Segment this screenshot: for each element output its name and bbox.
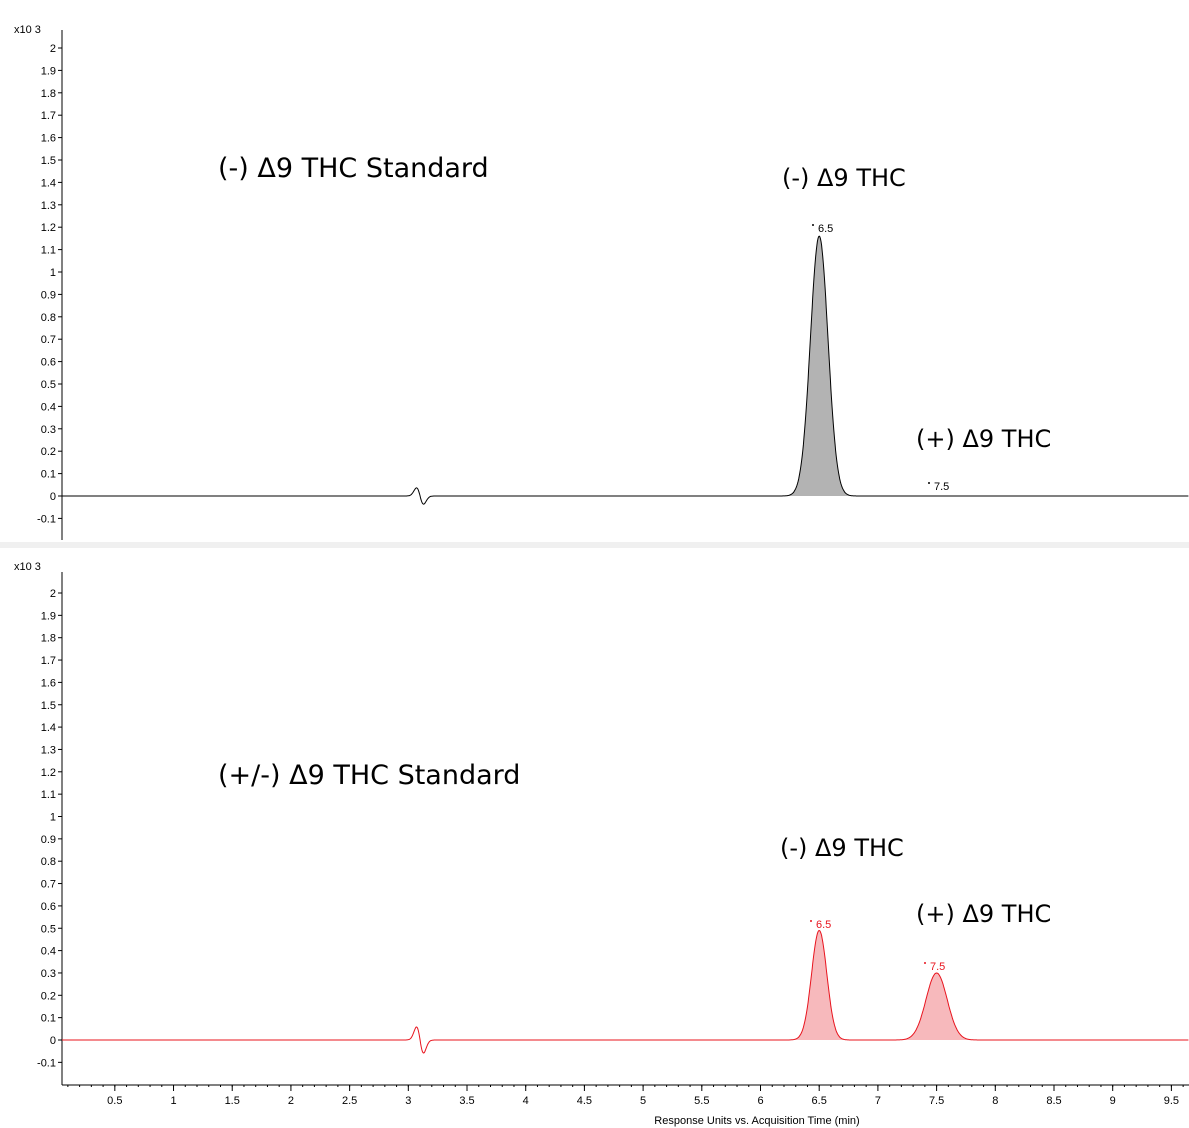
x-tick-label: 9.5 <box>1164 1095 1179 1107</box>
y-tick-label: 1.8 <box>41 633 56 645</box>
y-tick-label: 0.8 <box>41 856 56 868</box>
y-tick-label: 0.7 <box>41 879 56 891</box>
peak-area <box>788 930 850 1040</box>
x-tick-label: 2 <box>288 1095 294 1107</box>
panel-title: (+/-) Δ9 THC Standard <box>218 760 520 791</box>
peak-fill-group <box>788 930 979 1040</box>
y-tick-label: 0 <box>50 1035 56 1047</box>
y-tick-label: 0.3 <box>41 968 56 980</box>
y-tick-label: 1 <box>50 267 56 279</box>
y-tick-label: 1 <box>50 812 56 824</box>
y-tick-label: 0.9 <box>41 289 56 301</box>
y-tick-label: 0.4 <box>41 946 56 958</box>
y-tick-label: 0.5 <box>41 923 56 935</box>
x-tick-label: 0.5 <box>107 1095 122 1107</box>
x-tick-label: 1.5 <box>225 1095 240 1107</box>
retention-time-label: 7.5 <box>934 481 949 493</box>
y-tick-label: 1.1 <box>41 245 56 257</box>
y-tick-label: 0.9 <box>41 834 56 846</box>
y-tick-label: 1.3 <box>41 200 56 212</box>
y-tick-group: -0.1 0 0.1 0.2 0.3 0.4 0.5 0.6 0.7 0.8 0.9 1 1.1 1.2 1… <box>37 588 62 1069</box>
y-scale-label: x10 3 <box>14 24 41 36</box>
panel-title: (-) Δ9 THC Standard <box>218 153 489 184</box>
top-chromatogram-panel: x10 3 -0.1 0 0.1 0.2 0.3 0.4 0.5 0.6 0.7 0.8 0.9 1 1… <box>14 24 1189 540</box>
peak-area <box>894 973 979 1040</box>
retention-time-label: 6.5 <box>816 919 831 931</box>
x-tick-label: 8.5 <box>1046 1095 1061 1107</box>
y-tick-label: 2 <box>50 588 56 600</box>
y-tick-label: 1.5 <box>41 155 56 167</box>
x-tick-label: 5 <box>640 1095 646 1107</box>
y-tick-label: 1.8 <box>41 88 56 100</box>
y-tick-label: 1.7 <box>41 110 56 122</box>
bottom-chromatogram-panel: x10 3 -0.1 0 0.1 0.2 0.3 0.4 0.5 0.6 0.7 0.8 0.9 1 1… <box>14 561 1189 1127</box>
y-tick-label: 1.7 <box>41 655 56 667</box>
y-tick-label: 0.6 <box>41 357 56 369</box>
x-tick-label: 7.5 <box>929 1095 944 1107</box>
chromatogram-trace <box>62 235 1189 505</box>
y-tick-label: 0.8 <box>41 312 56 324</box>
peak-compound-label: (-) Δ9 THC <box>782 164 906 192</box>
x-tick-label: 3 <box>405 1095 411 1107</box>
y-tick-label: 1.6 <box>41 677 56 689</box>
peak-marker <box>924 962 926 964</box>
y-tick-label: 2 <box>50 43 56 55</box>
y-scale-label: x10 3 <box>14 561 41 573</box>
x-axis-title: Response Units vs. Acquisition Time (min… <box>654 1115 859 1127</box>
y-tick-label: 1.4 <box>41 722 56 734</box>
chromatogram-trace <box>62 929 1189 1054</box>
peak-compound-label: (+) Δ9 THC <box>916 900 1051 928</box>
y-tick-label: 0.5 <box>41 379 56 391</box>
y-tick-label: 1.3 <box>41 744 56 756</box>
x-tick-label: 1 <box>170 1095 176 1107</box>
peak-marker <box>810 920 812 922</box>
x-tick-label: 6 <box>757 1095 763 1107</box>
y-tick-label: 0.6 <box>41 901 56 913</box>
peak-marker <box>928 482 930 484</box>
y-tick-label: 1.2 <box>41 767 56 779</box>
y-tick-label: 1.5 <box>41 700 56 712</box>
retention-time-label: 7.5 <box>930 961 945 973</box>
y-tick-label: 0 <box>50 491 56 503</box>
y-tick-label: -0.1 <box>37 1057 56 1069</box>
y-tick-group: -0.1 0 0.1 0.2 0.3 0.4 0.5 0.6 0.7 0.8 0.9 1 1.1 1.2 1… <box>37 43 62 525</box>
y-tick-label: 0.2 <box>41 446 56 458</box>
y-tick-label: 1.6 <box>41 133 56 145</box>
y-tick-label: 1.2 <box>41 222 56 234</box>
y-tick-label: 0.1 <box>41 1013 56 1025</box>
x-tick-label: 6.5 <box>812 1095 827 1107</box>
y-tick-label: 0.4 <box>41 401 56 413</box>
peak-marker <box>812 224 814 226</box>
x-tick-group: 0.5 1 1.5 2 2.5 3 3.5 4 4.5 5 5.5 6 6.5 7 7.5 8 8.5 9 9.5 <box>67 1085 1184 1107</box>
y-tick-label: 1.9 <box>41 65 56 77</box>
x-tick-label: 9 <box>1110 1095 1116 1107</box>
y-tick-label: -0.1 <box>37 513 56 525</box>
x-tick-label: 3.5 <box>459 1095 474 1107</box>
y-tick-label: 0.3 <box>41 424 56 436</box>
x-tick-label: 4 <box>523 1095 529 1107</box>
retention-time-label: 6.5 <box>818 223 833 235</box>
y-tick-label: 0.2 <box>41 990 56 1002</box>
y-tick-label: 1.1 <box>41 789 56 801</box>
x-tick-label: 4.5 <box>577 1095 592 1107</box>
y-tick-label: 0.7 <box>41 334 56 346</box>
y-tick-label: 0.1 <box>41 469 56 481</box>
x-tick-label: 5.5 <box>694 1095 709 1107</box>
y-tick-label: 1.9 <box>41 610 56 622</box>
x-tick-label: 7 <box>875 1095 881 1107</box>
peak-fill-group <box>784 236 855 496</box>
peak-compound-label: (-) Δ9 THC <box>780 834 904 862</box>
x-tick-label: 2.5 <box>342 1095 357 1107</box>
panel-separator <box>0 542 1189 548</box>
peak-compound-label: (+) Δ9 THC <box>916 425 1051 453</box>
peak-area <box>784 236 855 496</box>
x-tick-label: 8 <box>992 1095 998 1107</box>
y-tick-label: 1.4 <box>41 177 56 189</box>
